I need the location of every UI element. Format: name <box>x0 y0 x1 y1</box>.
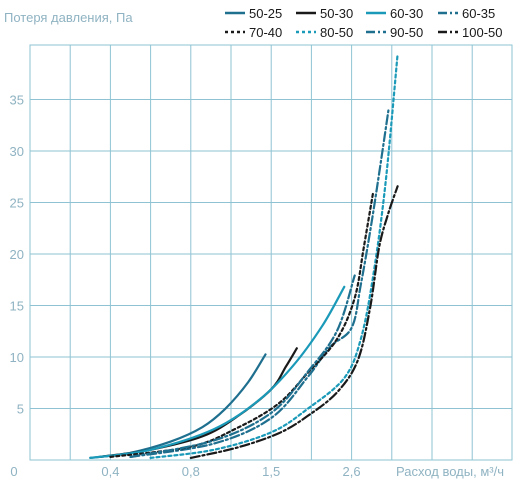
series-line-70-40 <box>109 191 375 458</box>
x-axis-label: Расход воды, м³/ч <box>396 464 504 479</box>
y-tick-label: 15 <box>10 299 24 314</box>
x-tick-label: 2,6 <box>343 464 361 479</box>
y-axis-label: Потеря давления, Па <box>4 10 133 25</box>
legend-item-60-35: 60-35 <box>438 6 495 21</box>
series-line-60-35 <box>129 109 390 458</box>
y-tick-label: 10 <box>10 350 24 365</box>
legend-label: 90-50 <box>390 25 423 40</box>
series-lines <box>89 53 399 459</box>
legend-item-80-50: 80-50 <box>296 25 353 40</box>
legend-item-50-25: 50-25 <box>225 6 282 21</box>
legend: 50-25 50-30 60-30 60-35 70-40 80-50 90-50 100-5… <box>225 6 502 40</box>
x-tick-label: 1,5 <box>262 464 280 479</box>
legend-item-90-50: 90-50 <box>366 25 423 40</box>
y-tick-label: 25 <box>10 196 24 211</box>
legend-label: 70-40 <box>249 25 282 40</box>
legend-label: 100-50 <box>462 25 502 40</box>
series-line-90-50 <box>129 274 356 458</box>
y-tick-label: 5 <box>17 402 24 417</box>
origin-label: 0 <box>10 464 17 479</box>
y-tick-label: 20 <box>10 247 24 262</box>
x-tick-labels: 0,4 0,8 1,5 2,6 <box>101 464 360 479</box>
x-tick-label: 0,8 <box>182 464 200 479</box>
legend-label: 80-50 <box>320 25 353 40</box>
grid <box>29 44 513 461</box>
legend-item-70-40: 70-40 <box>225 25 282 40</box>
y-tick-label: 30 <box>10 144 24 159</box>
legend-label: 60-35 <box>462 6 495 21</box>
y-tick-labels: 5 10 15 20 25 30 35 <box>10 93 24 417</box>
legend-item-100-50: 100-50 <box>438 25 502 40</box>
y-tick-label: 35 <box>10 93 24 108</box>
series-line-80-50 <box>149 53 399 459</box>
legend-label: 50-25 <box>249 6 282 21</box>
series-line-60-30 <box>89 285 346 459</box>
series-line-100-50 <box>189 185 399 459</box>
x-tick-label: 0,4 <box>101 464 119 479</box>
legend-item-60-30: 60-30 <box>366 6 423 21</box>
legend-item-50-30: 50-30 <box>296 6 353 21</box>
legend-label: 50-30 <box>320 6 353 21</box>
series-line-50-30 <box>99 347 298 458</box>
legend-label: 60-30 <box>390 6 423 21</box>
